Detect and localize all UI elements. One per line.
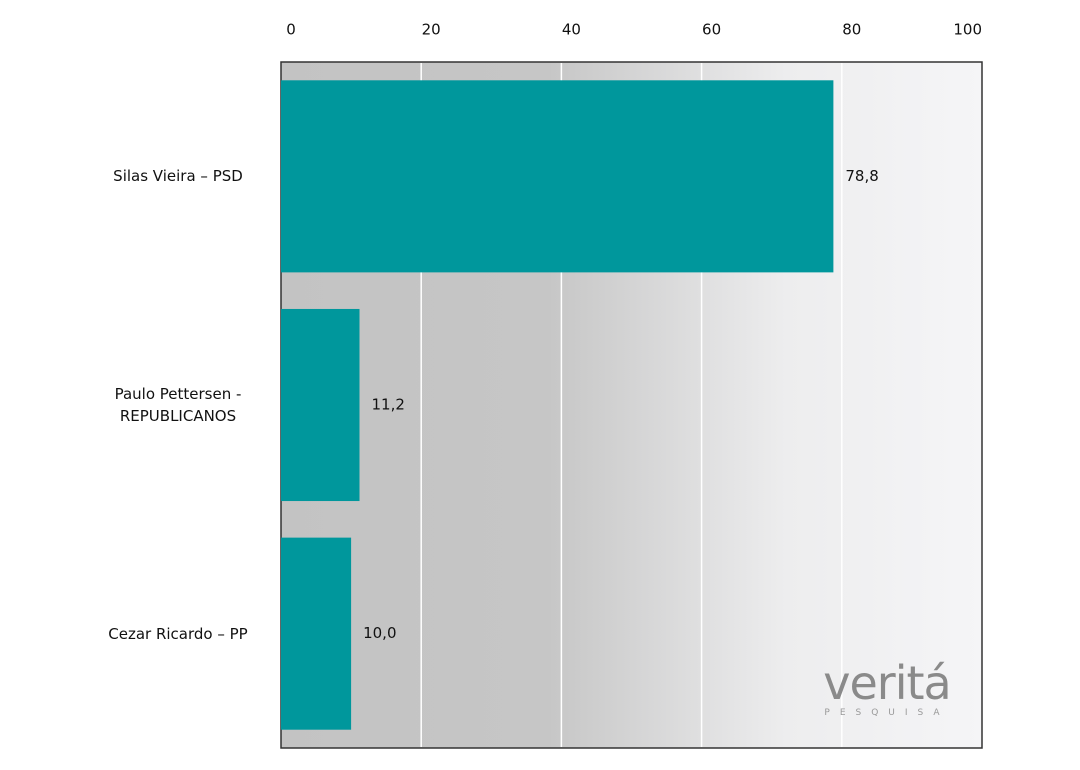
x-tick-label: 80 bbox=[842, 21, 861, 39]
x-tick-label: 60 bbox=[702, 21, 721, 39]
logo-name: veritá bbox=[823, 656, 951, 710]
x-tick-label: 0 bbox=[286, 21, 296, 39]
x-tick-label: 40 bbox=[562, 21, 581, 39]
value-label: 11,2 bbox=[372, 396, 405, 414]
y-tick-label: Paulo Pettersen - REPUBLICANOS bbox=[114, 385, 242, 425]
value-label: 10,0 bbox=[363, 624, 396, 642]
x-tick-label: 20 bbox=[422, 21, 441, 39]
bar bbox=[281, 537, 352, 730]
value-label: 78,8 bbox=[845, 167, 878, 185]
bar bbox=[281, 80, 834, 273]
logo: veritá PESQUISA bbox=[812, 660, 962, 718]
x-tick-label: 100 bbox=[953, 21, 982, 39]
logo-tagline: PESQUISA bbox=[824, 708, 950, 718]
y-tick-label: Silas Vieira – PSD bbox=[113, 167, 243, 186]
y-tick-label: Cezar Ricardo – PP bbox=[108, 624, 248, 643]
bar bbox=[281, 308, 360, 502]
